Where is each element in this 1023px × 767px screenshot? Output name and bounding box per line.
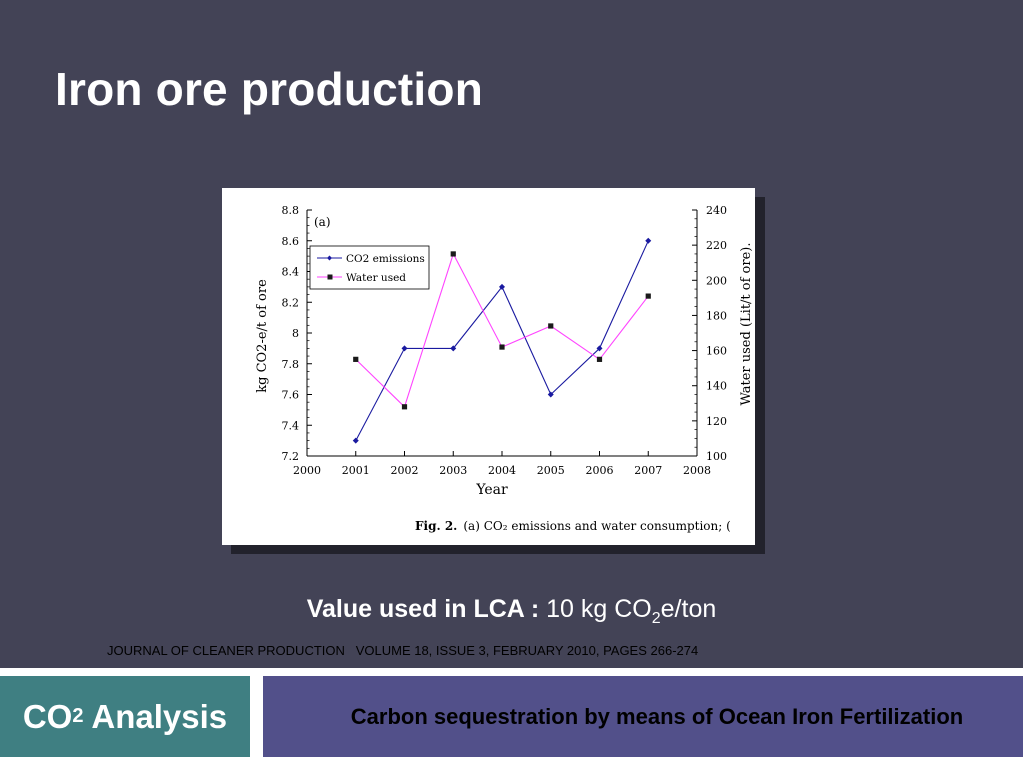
slide-title: Iron ore production bbox=[55, 63, 483, 115]
figure-caption: Fig. 2. (a) CO₂ emissions and water consu… bbox=[415, 519, 731, 533]
lca-value-sub: 2 bbox=[651, 610, 661, 627]
data-point-co2 bbox=[352, 437, 359, 444]
y2-tick-label: 160 bbox=[706, 345, 727, 358]
x-tick-label: 2000 bbox=[293, 464, 321, 477]
data-point-co2 bbox=[401, 345, 408, 352]
legend-label-water: Water used bbox=[346, 272, 406, 284]
y-tick-label: 8.4 bbox=[282, 266, 300, 279]
lca-label: Value used in LCA : bbox=[306, 595, 540, 623]
y2-tick-label: 240 bbox=[706, 204, 727, 217]
lca-value-prefix: 10 kg CO bbox=[546, 595, 652, 623]
x-axis-label: Year bbox=[475, 482, 508, 498]
y-tick-label: 8.8 bbox=[282, 204, 300, 217]
x-tick-label: 2003 bbox=[439, 464, 467, 477]
figure-caption-text: (a) CO₂ emissions and water consumption;… bbox=[463, 519, 730, 533]
y2-tick-label: 220 bbox=[706, 239, 727, 252]
x-tick-label: 2001 bbox=[342, 464, 370, 477]
x-tick-label: 2008 bbox=[683, 464, 711, 477]
data-point-co2 bbox=[645, 237, 652, 244]
y2-tick-label: 120 bbox=[706, 415, 727, 428]
legend-marker-co2 bbox=[327, 255, 332, 261]
data-point-water bbox=[353, 356, 359, 362]
x-tick-label: 2006 bbox=[586, 464, 614, 477]
y2-tick-label: 140 bbox=[706, 380, 727, 393]
y-tick-label: 8.6 bbox=[282, 235, 300, 248]
footer-left-suffix: Analysis bbox=[83, 697, 228, 735]
y-tick-label: 8 bbox=[292, 327, 299, 340]
y2-axis-label: Water used (Lit/t of ore). bbox=[739, 243, 754, 406]
y-tick-label: 7.2 bbox=[282, 450, 300, 463]
y-tick-label: 7.6 bbox=[282, 389, 300, 402]
lca-value-suffix: e/ton bbox=[660, 595, 717, 623]
data-point-water bbox=[548, 323, 554, 329]
y-tick-label: 7.8 bbox=[282, 358, 300, 371]
lca-value-line: Value used in LCA : 10 kg CO2e/ton bbox=[0, 595, 1023, 628]
data-point-co2 bbox=[596, 345, 603, 352]
x-tick-label: 2007 bbox=[634, 464, 662, 477]
x-tick-label: 2005 bbox=[537, 464, 565, 477]
y2-tick-label: 100 bbox=[706, 450, 727, 463]
y2-tick-label: 180 bbox=[706, 309, 727, 322]
footer-left-sub: 2 bbox=[72, 705, 84, 727]
data-point-water bbox=[499, 344, 505, 350]
y-tick-label: 7.4 bbox=[282, 419, 300, 432]
legend-label-co2: CO2 emissions bbox=[346, 253, 425, 265]
data-point-water bbox=[645, 293, 651, 299]
x-tick-label: 2004 bbox=[488, 464, 516, 477]
data-point-co2 bbox=[450, 345, 457, 352]
data-point-water bbox=[596, 356, 603, 362]
panel-label: (a) bbox=[314, 215, 331, 229]
y2-tick-label: 200 bbox=[706, 274, 727, 287]
footer-section-label: CO 2 Analysis bbox=[0, 676, 250, 757]
data-point-water bbox=[401, 404, 408, 410]
figure-caption-prefix: Fig. 2. bbox=[415, 519, 457, 533]
y-axis-label: kg CO2-e/t of ore bbox=[255, 279, 270, 393]
legend-marker-water bbox=[327, 274, 333, 280]
chart-svg: 2000 2001 2002 2003 2004 2005 2006 2007 20087.27… bbox=[255, 204, 754, 533]
journal-reference: JOURNAL OF CLEANER PRODUCTION VOLUME 18,… bbox=[107, 643, 699, 658]
data-point-co2 bbox=[499, 283, 505, 290]
footer-left-prefix: CO bbox=[22, 697, 73, 735]
data-point-water bbox=[450, 251, 456, 257]
x-tick-label: 2002 bbox=[391, 464, 419, 477]
footer-presentation-title: Carbon sequestration by means of Ocean I… bbox=[263, 676, 1023, 757]
y-tick-label: 8.2 bbox=[282, 296, 300, 309]
legend-box bbox=[309, 245, 430, 290]
data-point-co2 bbox=[547, 391, 554, 398]
chart-figure: 2000 2001 2002 2003 2004 2005 2006 2007 2008 7.2 7… bbox=[222, 188, 755, 545]
